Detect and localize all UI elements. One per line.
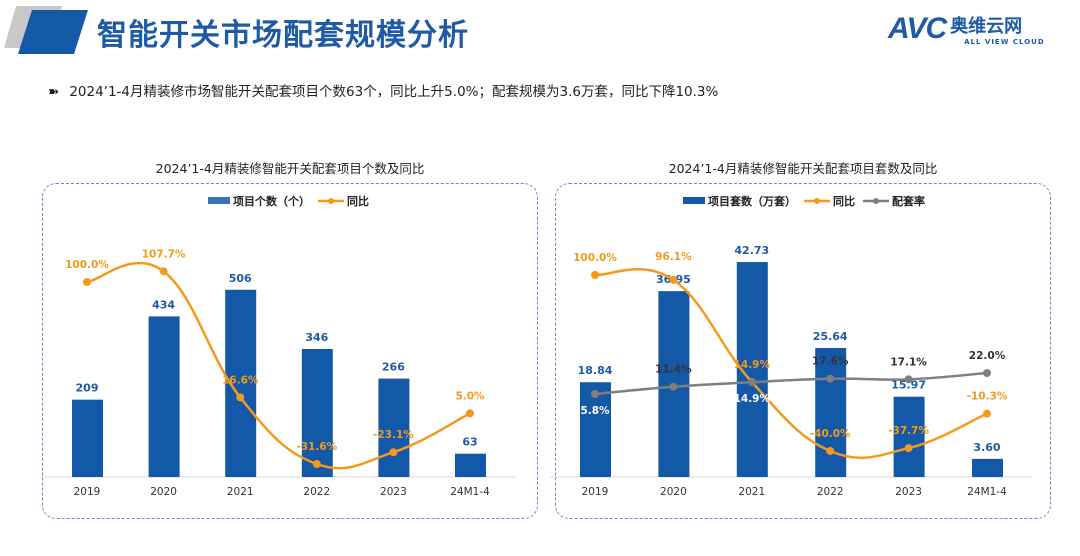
- chart1-x-tick: 2023: [380, 486, 407, 498]
- chart2-point-label: -10.3%: [967, 391, 1008, 403]
- chart1-point: [466, 409, 474, 418]
- chart2-point-label: 96.1%: [655, 251, 692, 263]
- logo-en: ALL VIEW CLOUD: [964, 38, 1045, 46]
- chart2-point: [591, 271, 599, 279]
- chart2-panel: [555, 183, 1051, 519]
- chart2-point-label: 22.0%: [969, 350, 1006, 362]
- chart2-bar-label: 3.60: [973, 441, 1000, 454]
- chart1-point-label: 107.7%: [142, 248, 186, 260]
- chart1-bar-label: 506: [229, 272, 252, 285]
- logo-cn: 奥维云网: [950, 16, 1023, 37]
- logo-mark: AVC: [888, 12, 947, 45]
- chart1-legend-label: 同比: [347, 194, 369, 208]
- chart2-legend-marker: [814, 198, 820, 204]
- chart2-point: [904, 444, 913, 453]
- chart2-point: [669, 382, 678, 391]
- chart1-point: [159, 267, 168, 276]
- avc-logo: AVC 奥维云网 ALL VIEW CLOUD: [888, 12, 1045, 46]
- chart1-title: 2024’1-4月精装修智能开关配套项目个数及同比: [155, 161, 425, 176]
- chart2-point-label: -40.0%: [810, 428, 851, 440]
- chart1-panel: [42, 183, 538, 519]
- chart2-legend-bar-swatch: [683, 197, 705, 204]
- double-arrow-icon: ➽: [48, 84, 60, 100]
- chart2-point: [983, 409, 991, 418]
- page-title: 智能开关市场配套规模分析: [97, 18, 469, 53]
- chart2-point: [669, 275, 678, 284]
- chart1-point-label: 100.0%: [65, 259, 109, 271]
- chart1-bar: [72, 399, 103, 477]
- chart2-bar-label: 25.64: [813, 330, 848, 343]
- chart1-point-label: -31.6%: [296, 441, 337, 453]
- chart1-legend-label: 项目个数（个）: [233, 194, 310, 208]
- chart1-point: [389, 448, 398, 457]
- chart1-x-tick: 2020: [150, 486, 177, 498]
- chart1-point: [312, 460, 321, 469]
- title-decoration: [4, 6, 88, 54]
- chart1-x-tick: 2021: [227, 486, 254, 498]
- chart2-point-label: 5.8%: [580, 405, 610, 417]
- chart2-bar: [972, 458, 1003, 477]
- chart2-x-tick: 2021: [738, 486, 765, 498]
- chart2-point-label: 14.9%: [734, 359, 771, 371]
- chart2-bar: [893, 396, 925, 477]
- chart2-point: [904, 375, 913, 384]
- chart2-point-label: 100.0%: [573, 252, 617, 264]
- chart2-x-tick: 2022: [817, 486, 844, 498]
- chart1-bar: [148, 316, 180, 477]
- chart1-bar-label: 209: [76, 382, 99, 395]
- chart1-bar: [301, 348, 333, 477]
- chart1-point-label: 5.0%: [455, 390, 485, 402]
- chart2-line-yoy: [594, 267, 988, 460]
- chart2-point-label: 17.1%: [890, 356, 927, 368]
- chart1-bar: [455, 453, 486, 477]
- summary-text: 2024’1-4月精装修市场智能开关配套项目个数63个，同比上升5.0%；配套规…: [69, 84, 719, 100]
- chart2-x-tick: 2023: [895, 486, 922, 498]
- chart2-bar: [580, 382, 611, 477]
- chart2-point: [826, 446, 835, 455]
- chart2-legend-label: 项目套数（万套）: [708, 194, 796, 208]
- chart2-point: [591, 389, 599, 398]
- chart2-x-tick: 2020: [660, 486, 687, 498]
- chart2-point-label: 17.6%: [812, 356, 849, 368]
- chart1-point-label: 16.6%: [222, 374, 259, 386]
- chart2-point: [747, 378, 756, 387]
- chart2-legend-label: 同比: [833, 194, 855, 208]
- chart1-point: [83, 278, 91, 286]
- chart2-point-label: 11.4%: [655, 364, 692, 376]
- chart2-bar-label: 15.97: [891, 379, 926, 392]
- chart1-bar-label: 266: [382, 361, 405, 374]
- chart2-bar-label: 18.84: [578, 364, 613, 377]
- chart1-bar-label: 63: [462, 436, 477, 449]
- chart1-legend-bar-swatch: [208, 197, 230, 204]
- chart2-point-label: -37.7%: [888, 425, 929, 437]
- chart2-title: 2024’1-4月精装修智能开关配套项目套数及同比: [668, 161, 938, 176]
- chart2-x-tick: 2019: [582, 486, 609, 498]
- chart1-x-tick: 2019: [74, 486, 101, 498]
- chart1-legend-marker: [328, 198, 334, 204]
- chart2-legend-label: 配套率: [892, 194, 925, 208]
- chart2-point-label: 14.9%: [734, 393, 771, 405]
- chart2-x-tick: 24M1-4: [967, 486, 1007, 498]
- chart2-legend-marker: [873, 198, 879, 204]
- chart1-x-tick: 24M1-4: [450, 486, 490, 498]
- chart1-bar-label: 434: [152, 298, 175, 311]
- chart2-line-rate: [594, 371, 988, 396]
- summary-bullet: ➽ 2024’1-4月精装修市场智能开关配套项目个数63个，同比上升5.0%；配套…: [48, 80, 718, 100]
- chart1-point: [236, 393, 245, 402]
- chart1-bar: [378, 378, 410, 477]
- chart1-x-tick: 2022: [303, 486, 330, 498]
- chart1-point-label: -23.1%: [373, 429, 414, 441]
- chart2-point: [826, 374, 835, 383]
- chart2-bar-label: 42.73: [734, 244, 769, 257]
- chart1-bar-label: 346: [305, 331, 328, 344]
- chart2-point: [983, 368, 991, 377]
